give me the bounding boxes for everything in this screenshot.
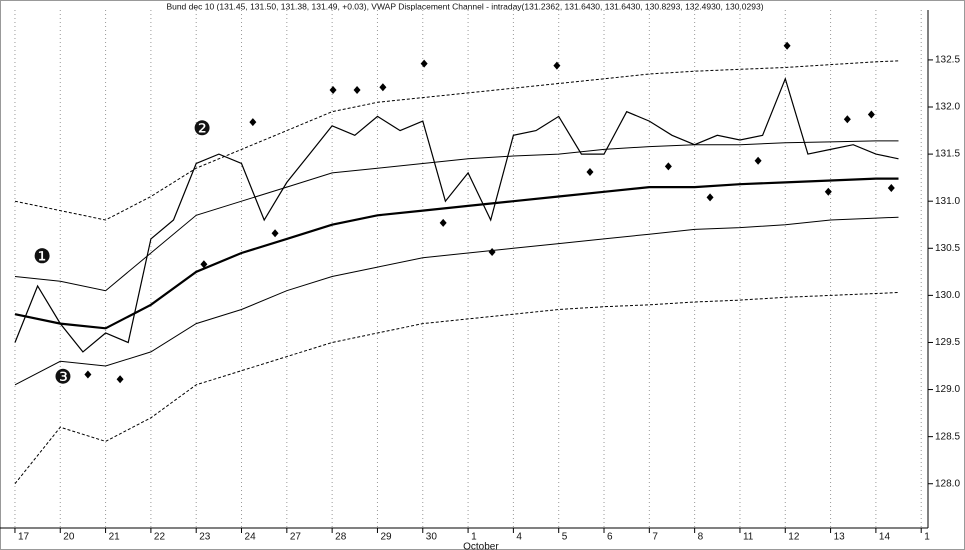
x-tick-label: 8 [698, 532, 704, 543]
channel-line [14, 292, 899, 485]
x-tick-label: 14 [879, 532, 891, 543]
x-tick-label: 17 [18, 532, 30, 543]
x-tick-label: 4 [516, 532, 522, 543]
diamond-marker [887, 184, 895, 193]
x-tick-label: 1 [924, 532, 930, 543]
x-tick-label: 29 [380, 532, 392, 543]
diamond-marker [84, 370, 92, 379]
annotation: ❸ [54, 367, 72, 389]
diamond-marker [754, 156, 762, 165]
channel-line [14, 177, 899, 330]
diamond-marker [706, 193, 714, 202]
diamond-marker [379, 83, 387, 92]
x-tick-label: 7 [652, 532, 658, 543]
x-tick-label: 30 [426, 532, 438, 543]
diamond-marker [553, 61, 561, 70]
month-label: October [463, 542, 499, 550]
diamond-marker [353, 86, 361, 95]
diamond-marker [824, 187, 832, 196]
y-tick-label: 130.0 [935, 290, 960, 301]
channel-line [14, 60, 899, 221]
x-tick-label: 13 [834, 532, 846, 543]
diamond-marker [843, 115, 851, 124]
price-line [14, 76, 899, 353]
diamond-marker [586, 167, 594, 176]
diamond-marker [200, 260, 208, 269]
y-tick-label: 128.0 [935, 478, 960, 489]
diamond-marker [249, 118, 257, 127]
x-tick-label: 27 [290, 532, 302, 543]
x-tick-label: 6 [607, 532, 613, 543]
x-tick-label: 28 [335, 532, 347, 543]
diamond-marker [420, 59, 428, 68]
y-tick-label: 129.5 [935, 337, 960, 348]
x-tick-label: 11 [743, 532, 754, 543]
x-tick-label: 21 [109, 532, 121, 543]
x-tick-label: 23 [199, 532, 211, 543]
chart-title: Bund dec 10 (131.45, 131.50, 131.38, 131… [166, 1, 763, 11]
diamond-marker [329, 86, 337, 95]
diamond-marker [116, 375, 124, 384]
x-tick-label: 5 [562, 532, 568, 543]
diamond-marker [867, 110, 875, 119]
channel-line [14, 140, 899, 292]
y-tick-label: 129.0 [935, 384, 960, 395]
y-tick-label: 132.0 [935, 102, 960, 113]
y-tick-label: 130.5 [935, 243, 960, 254]
x-tick-label: 22 [154, 532, 166, 543]
x-tick-label: 20 [63, 532, 75, 543]
channel-line [14, 216, 899, 386]
diamond-marker [439, 218, 447, 227]
y-tick-label: 132.5 [935, 55, 960, 66]
y-tick-label: 131.5 [935, 149, 960, 160]
x-tick-label: 1 [471, 532, 477, 543]
x-tick-label: 12 [788, 532, 800, 543]
diamond-marker [783, 41, 791, 50]
diamond-marker [271, 229, 279, 238]
annotation: ❷ [193, 118, 211, 140]
x-tick-label: 24 [245, 532, 257, 543]
diamond-marker [664, 162, 672, 171]
diamond-marker [488, 248, 496, 257]
y-tick-label: 128.5 [935, 431, 960, 442]
annotation: ❶ [33, 246, 51, 268]
y-tick-label: 131.0 [935, 196, 960, 207]
